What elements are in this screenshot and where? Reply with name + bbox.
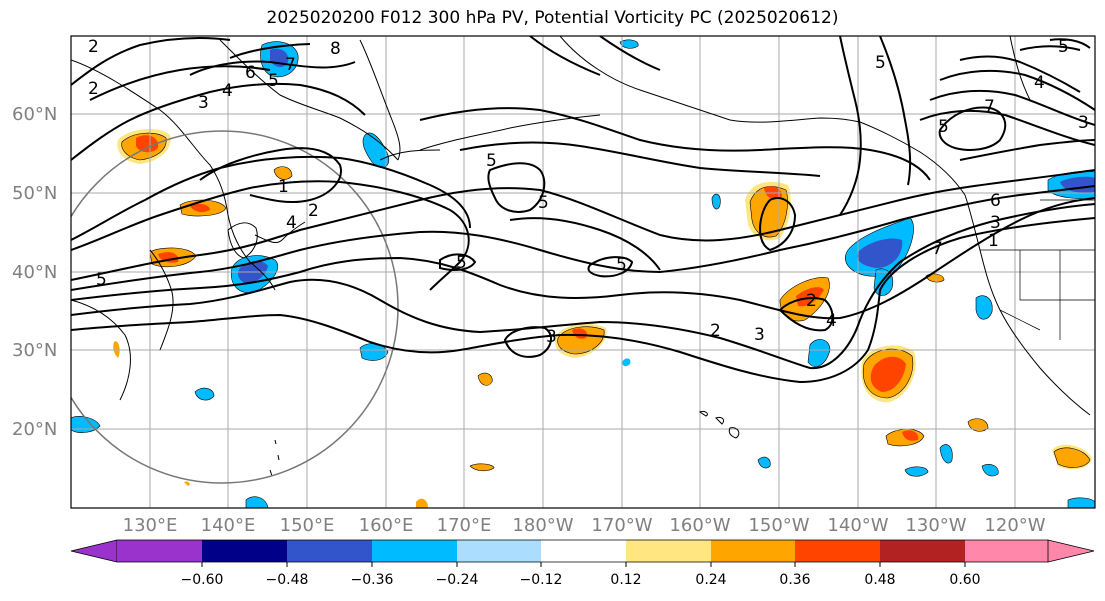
colorbar-segment <box>372 540 457 562</box>
lon-label: 150°W <box>748 515 809 536</box>
pv-contours <box>71 36 1095 384</box>
contour-label: 6 <box>245 63 256 83</box>
pv-anomaly-shading <box>71 39 1095 508</box>
map-title: 2025020200 F012 300 hPa PV, Potential Vo… <box>266 8 839 28</box>
lon-label: 140°W <box>827 515 888 536</box>
lon-label: 150°E <box>280 515 335 536</box>
lat-label-40n: 40°N <box>12 262 57 283</box>
lat-label-50n: 50°N <box>12 183 57 204</box>
lon-label: 160°E <box>359 515 414 536</box>
contour-label: 3 <box>546 327 557 347</box>
contour-label: 4 <box>222 81 233 101</box>
contour-label: 4 <box>1034 73 1045 93</box>
lat-label-30n: 30°N <box>12 340 57 361</box>
contour-label: 7 <box>932 239 943 259</box>
contour-label: 2 <box>710 321 721 341</box>
contour-label: 7 <box>285 55 296 75</box>
colorbar-segment <box>117 540 202 562</box>
colorbar-segment <box>457 540 541 562</box>
contour-label: 4 <box>286 213 297 233</box>
contour-label: 1 <box>278 177 289 197</box>
longitude-labels: 130°E 140°E 150°E 160°E 170°E 180°W 170°… <box>123 515 1046 536</box>
colorbar-segment <box>880 540 965 562</box>
contour-label: 2 <box>88 79 99 99</box>
contour-label: 3 <box>990 213 1001 233</box>
lon-label: 180°W <box>512 515 573 536</box>
lon-label: 170°W <box>591 515 652 536</box>
lon-label: 130°E <box>123 515 178 536</box>
contour-label: 5 <box>486 151 497 171</box>
graticule <box>71 36 1095 508</box>
contour-label: 3 <box>1078 113 1089 133</box>
colorbar-ticks <box>201 562 966 567</box>
colorbar-extend-high <box>1047 539 1095 563</box>
latitude-labels: 60°N 50°N 40°N 30°N 20°N <box>12 104 57 440</box>
lon-label: 130°W <box>905 515 966 536</box>
contour-label: 2 <box>88 37 99 57</box>
contour-label: 5 <box>268 71 279 91</box>
lon-label: 160°W <box>669 515 730 536</box>
contour-label: 7 <box>984 97 995 117</box>
colorbar-label: −0.24 <box>436 572 479 588</box>
colorbar-label: 0.36 <box>779 572 810 588</box>
contour-label: 2 <box>308 201 319 221</box>
contour-label: 4 <box>826 311 837 331</box>
contour-label: 1 <box>988 231 999 251</box>
colorbar-label: 0.24 <box>695 572 726 588</box>
colorbar-segment <box>626 540 711 562</box>
contour-label: 3 <box>754 325 765 345</box>
map-panel: 2 2 8 7 6 5 4 3 1 2 4 5 5 5 5 5 3 2 3 2 … <box>71 36 1095 508</box>
lon-label: 170°E <box>437 515 492 536</box>
colorbar-segment <box>965 540 1048 562</box>
contour-label: 5 <box>875 53 886 73</box>
region-circle <box>71 130 399 484</box>
contour-label: 5 <box>1058 37 1069 57</box>
colorbar-label: −0.60 <box>181 572 224 588</box>
colorbar-label: −0.36 <box>351 572 394 588</box>
colorbar-segment <box>795 540 880 562</box>
positive-anomalies <box>113 128 1092 508</box>
contour-labels: 2 2 8 7 6 5 4 3 1 2 4 5 5 5 5 5 3 2 3 2 … <box>88 37 1089 347</box>
contour-label: 8 <box>330 39 341 59</box>
colorbar-label: 0.60 <box>949 572 980 588</box>
contour-label: 5 <box>616 255 627 275</box>
contour-label: 2 <box>806 291 817 311</box>
colorbar-label: −0.48 <box>266 572 309 588</box>
lat-label-20n: 20°N <box>12 419 57 440</box>
contour-label: 5 <box>538 193 549 213</box>
colorbar-extend-low <box>70 539 118 563</box>
contour-label: 3 <box>198 93 209 113</box>
colorbar-labels: −0.60 −0.48 −0.36 −0.24 −0.12 0.12 0.24 … <box>181 572 981 588</box>
colorbar-label: 0.48 <box>864 572 895 588</box>
colorbar: −0.60 −0.48 −0.36 −0.24 −0.12 0.12 0.24 … <box>70 539 1095 588</box>
colorbar-label: −0.12 <box>520 572 563 588</box>
map-border <box>70 35 1096 509</box>
colorbar-segment <box>202 540 287 562</box>
lon-label: 140°E <box>201 515 256 536</box>
lat-label-60n: 60°N <box>12 104 57 125</box>
colorbar-segment <box>711 540 795 562</box>
colorbar-label: 0.12 <box>610 572 641 588</box>
contour-label: 5 <box>96 270 107 290</box>
lon-label: 120°W <box>984 515 1045 536</box>
colorbar-segment <box>541 540 626 562</box>
contour-label: 5 <box>456 253 467 273</box>
contour-label: 5 <box>938 117 949 137</box>
colorbar-segment <box>287 540 372 562</box>
contour-label: 6 <box>990 191 1001 211</box>
